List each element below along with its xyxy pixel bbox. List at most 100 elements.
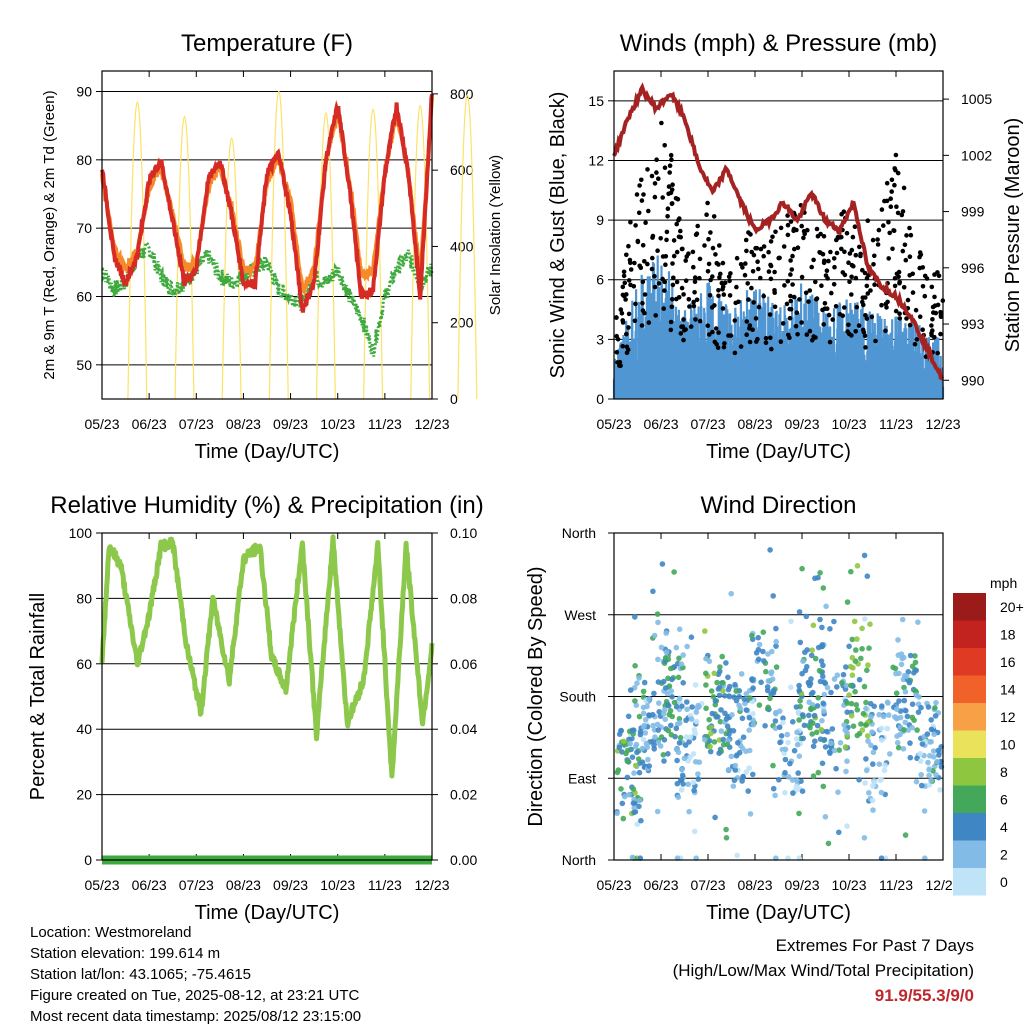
y-tick-label: 60 [76,656,92,672]
wind-point [772,792,778,799]
wind-point [859,646,865,652]
wind-point [882,762,888,769]
wind-point [749,676,755,683]
y-tick-label: 0 [84,852,92,868]
gust-point [691,264,696,270]
gust-point [814,297,819,302]
gust-point [793,323,799,329]
gust-point [621,273,627,279]
wind-point [746,765,752,771]
wind-point [926,782,933,788]
wind-point [794,729,800,736]
gust-point [750,327,755,333]
wind-point [739,715,746,722]
gust-point [917,314,923,320]
gust-point [917,254,922,260]
wind-point [821,736,828,743]
wind-point [639,745,646,752]
gust-point [803,290,809,296]
gust-point [811,257,816,263]
wind-point [746,747,753,754]
gust-point [721,292,727,297]
wind-point [931,731,937,738]
gust-point [650,255,655,261]
gust-point [615,337,621,342]
gust-point [931,310,936,315]
gust-point [628,282,633,288]
wind-point [746,714,753,721]
wind-point [820,585,827,591]
wind-point [804,647,810,653]
wind-point [635,756,642,762]
wind-point [856,777,862,783]
wind-point [932,705,938,711]
wind-point [925,704,932,710]
wind-point [853,647,859,653]
x-tick-label: 12/23 [925,877,960,893]
gust-point [754,245,760,251]
gust-point [628,219,633,225]
gust-point [865,291,871,296]
gust-point [879,302,884,308]
gust-point [811,334,816,339]
wind-point [794,741,801,748]
wind-point [810,773,817,779]
gust-point [785,278,791,284]
y-tick-label: East [568,770,596,786]
gust-point [711,214,717,219]
wind-direction-points [614,547,945,861]
wind-point [630,800,637,806]
gust-point [778,339,784,345]
wind-point [885,700,891,706]
gust-point [901,285,907,290]
gust-point [844,230,850,236]
wind-point [898,651,905,657]
gust-point [707,293,713,298]
wind-point [684,706,690,713]
wind-point [872,745,878,751]
gust-point [728,271,733,276]
wind-point [870,807,876,813]
x-tick-label: 11/23 [368,416,402,432]
gust-point [910,290,916,295]
gust-point [632,260,637,266]
wind-point [717,664,723,670]
wind-point [893,670,899,677]
wind-point [632,762,639,769]
gust-point [716,293,721,299]
wind-point [861,552,868,559]
wind-point [867,621,873,627]
gust-point [884,198,890,204]
gust-point [849,292,854,297]
gust-point [637,183,642,188]
y-tick-label: North [562,852,596,868]
wind-point [817,678,824,685]
wind-point [913,778,920,785]
gust-point [900,209,906,214]
wind-point [663,685,669,691]
wind-point [656,709,662,715]
wind-point [675,794,682,800]
wind-point [642,716,649,723]
x-tick-label: 11/23 [879,416,913,432]
wind-point [927,753,933,759]
wind-point [750,685,756,691]
wind-point [770,785,777,792]
x-tick-label: 06/23 [643,877,678,893]
gust-point [922,273,928,279]
wind-point [871,779,877,785]
wind-point [799,670,805,677]
gust-point [639,177,644,183]
gust-point [743,261,748,266]
gust-point [719,280,725,286]
wind-point [663,630,669,636]
wind-point [903,673,910,680]
wind-point [655,679,662,685]
gust-point [722,280,728,286]
y-tick-label: 12 [588,152,604,168]
gust-point [653,313,658,318]
wind-point [631,809,637,816]
wind-point [827,750,833,756]
gust-point [674,221,679,227]
wind-point [842,727,848,733]
